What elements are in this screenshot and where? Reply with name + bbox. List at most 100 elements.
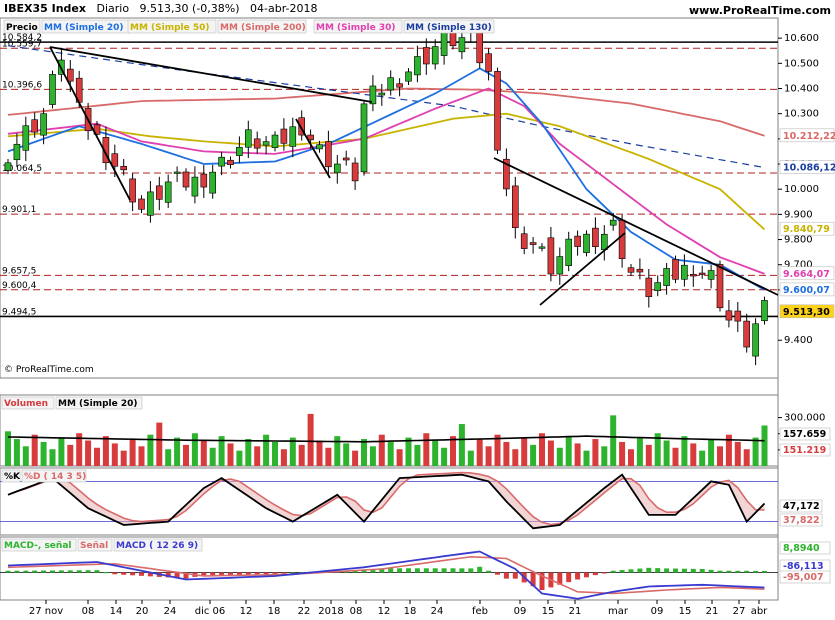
volume-bar	[22, 446, 29, 466]
volume-bar	[690, 443, 697, 466]
price-ytick-label: 10.400	[784, 83, 819, 94]
candle-body	[681, 264, 688, 280]
volume-bar	[414, 444, 421, 466]
x-tick-label: 24	[164, 606, 177, 617]
volume-bar	[441, 447, 448, 466]
volume-bar	[725, 434, 732, 466]
volume-bar	[165, 449, 172, 466]
macd-hist-bar	[575, 572, 581, 580]
candle-body	[182, 171, 190, 188]
candle-body	[316, 144, 323, 150]
candle-body	[583, 233, 590, 253]
candle-body	[31, 119, 39, 133]
macd-hist-bar	[130, 572, 136, 576]
macd-hist-bar	[566, 572, 572, 583]
macd-hist-bar	[459, 568, 465, 573]
price-level-label: 10.064,5	[2, 164, 42, 174]
candle-body	[164, 181, 172, 203]
legend-box	[313, 19, 403, 34]
macd-hist-bar	[432, 568, 438, 573]
volume-bar	[191, 433, 198, 466]
volume-bar	[289, 437, 296, 466]
macd-hist-bar	[41, 570, 47, 573]
volume-bar	[245, 439, 252, 466]
x-tick-label: 27 nov	[29, 606, 63, 617]
volume-bar	[663, 440, 670, 466]
vol-right-label: 151.219	[783, 445, 826, 456]
volume-bar	[361, 439, 367, 466]
volume-bar	[280, 449, 287, 466]
macd-hist-bar	[406, 568, 411, 573]
macd-hist-bar	[121, 572, 127, 575]
candle-body	[333, 163, 341, 174]
volume-bar	[734, 441, 741, 466]
macd-hist-bar	[495, 572, 500, 575]
x-tick-label: 18	[404, 606, 417, 617]
right-value-box	[779, 499, 823, 513]
candle-body	[707, 270, 715, 280]
macd-hist-bar	[183, 572, 189, 579]
macd-hist-bar	[441, 568, 447, 573]
ma-line-sma20	[7, 67, 765, 291]
candle-body	[271, 134, 279, 148]
candle-body	[138, 198, 145, 210]
volume-bar	[699, 450, 706, 466]
volume-bar	[76, 433, 83, 466]
macd-hist-bar	[67, 570, 73, 573]
candle-body	[129, 178, 136, 203]
macd-hist-bar	[592, 572, 598, 576]
legend-item-stoch-k: %K	[4, 472, 21, 482]
volume-bar	[67, 444, 74, 466]
x-tick-label: 09	[651, 606, 664, 617]
volume-bar	[708, 439, 715, 466]
legend-item-price: MM (Simple 130)	[406, 23, 492, 33]
legend-item-price: MM (Simple 200)	[220, 23, 306, 33]
legend-item-volume: Volumen	[4, 399, 48, 409]
macd-right-label: 8,8940	[783, 543, 820, 554]
price-ytick-label: 10.300	[784, 109, 819, 120]
macd-hist-bar	[673, 568, 678, 573]
macd-hist-bar	[290, 572, 296, 574]
right-value-box	[779, 541, 831, 555]
macd-hist-bar	[477, 566, 483, 573]
right-value-box	[779, 513, 823, 527]
x-tick-label: mar	[608, 606, 629, 617]
legend-box	[77, 538, 113, 552]
price-level-label: 9.494,5	[2, 307, 36, 317]
candle-body	[342, 157, 350, 161]
x-tick-label: 09	[514, 606, 527, 617]
macd-hist-bar	[557, 572, 563, 585]
trend-line	[49, 46, 373, 103]
volume-bar	[111, 443, 118, 466]
candle-body	[209, 171, 216, 194]
volume-bar	[654, 433, 661, 466]
right-value-box	[779, 160, 835, 174]
macd-hist-bar	[139, 572, 144, 576]
macd-hist-bar	[236, 572, 242, 575]
volume-bar	[147, 434, 154, 466]
volume-bar	[530, 444, 537, 466]
legend-box	[3, 19, 41, 34]
macd-hist-bar	[512, 572, 518, 579]
ma-line-sma200	[7, 87, 765, 137]
volume-ma-line	[7, 435, 765, 443]
candle-body	[396, 83, 403, 88]
macd-hist-bar	[112, 572, 118, 575]
candle-body	[485, 53, 492, 72]
x-tick-label: 20	[136, 606, 149, 617]
legend-item-price: Precio	[6, 23, 38, 33]
candle-body	[556, 256, 564, 275]
candle-body	[218, 156, 225, 167]
candle-body	[743, 320, 751, 348]
volume-bar	[200, 440, 207, 466]
macd-hist-bar	[699, 569, 705, 573]
volume-bar	[13, 439, 20, 466]
candle-body	[22, 125, 30, 151]
candle-body	[378, 92, 386, 96]
macd-signal-line	[7, 555, 765, 595]
macd-hist-bar	[281, 572, 287, 574]
stoch-right-label: 47,172	[783, 501, 820, 512]
x-tick-label: 22	[298, 606, 311, 617]
x-tick-label: 08	[82, 606, 95, 617]
macd-hist-bar	[174, 572, 180, 578]
